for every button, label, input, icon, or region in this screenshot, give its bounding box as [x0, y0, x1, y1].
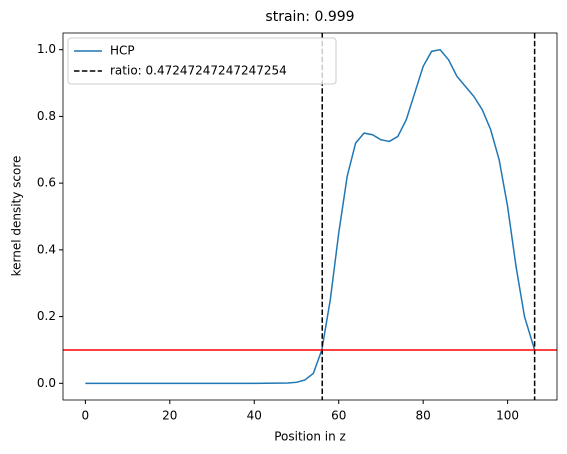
- data-line: [85, 48, 536, 385]
- y-axis-label: kernel density score: [10, 156, 24, 277]
- x-axis-label: Position in z: [274, 430, 346, 444]
- x-tick-label: 100: [496, 409, 519, 423]
- legend-label: ratio: 0.47247247247247254: [110, 64, 287, 78]
- x-tick-label: 0: [82, 409, 90, 423]
- chart-title: strain: 0.999: [265, 9, 354, 25]
- x-tick-label: 60: [331, 409, 346, 423]
- y-tick-label: 1.0: [37, 42, 56, 56]
- axes-frame: [62, 32, 558, 401]
- x-tick-label: 80: [416, 409, 431, 423]
- legend-box: [67, 37, 337, 85]
- y-tick-label: 0.8: [37, 109, 56, 123]
- legend-label: HCP: [110, 44, 135, 58]
- plot-area: [63, 33, 557, 400]
- x-tick-label: 20: [162, 409, 177, 423]
- y-tick-label: 0.6: [37, 176, 56, 190]
- x-tick-label: 40: [247, 409, 262, 423]
- y-tick-label: 0.0: [37, 376, 56, 390]
- y-tick-label: 0.4: [37, 242, 56, 256]
- y-tick-label: 0.2: [37, 309, 56, 323]
